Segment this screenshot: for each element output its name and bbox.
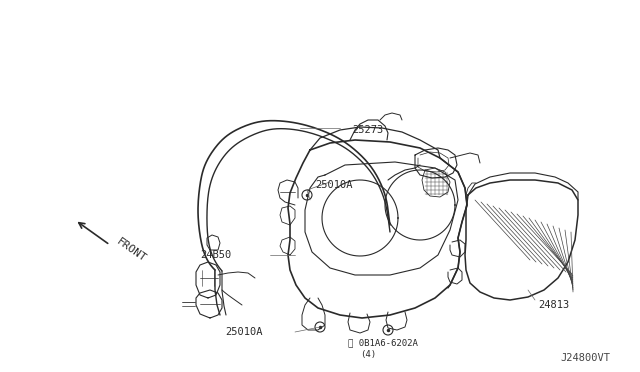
Text: 24B50: 24B50 xyxy=(200,250,231,260)
Text: 25010A: 25010A xyxy=(315,180,353,190)
Text: 24813: 24813 xyxy=(538,300,569,310)
Text: 25010A: 25010A xyxy=(225,327,262,337)
Text: 25273: 25273 xyxy=(352,125,383,135)
Text: J24800VT: J24800VT xyxy=(560,353,610,363)
Text: Ⓑ 0B1A6-6202A: Ⓑ 0B1A6-6202A xyxy=(348,339,418,347)
Text: (4): (4) xyxy=(360,350,376,359)
Text: FRONT: FRONT xyxy=(115,236,148,264)
